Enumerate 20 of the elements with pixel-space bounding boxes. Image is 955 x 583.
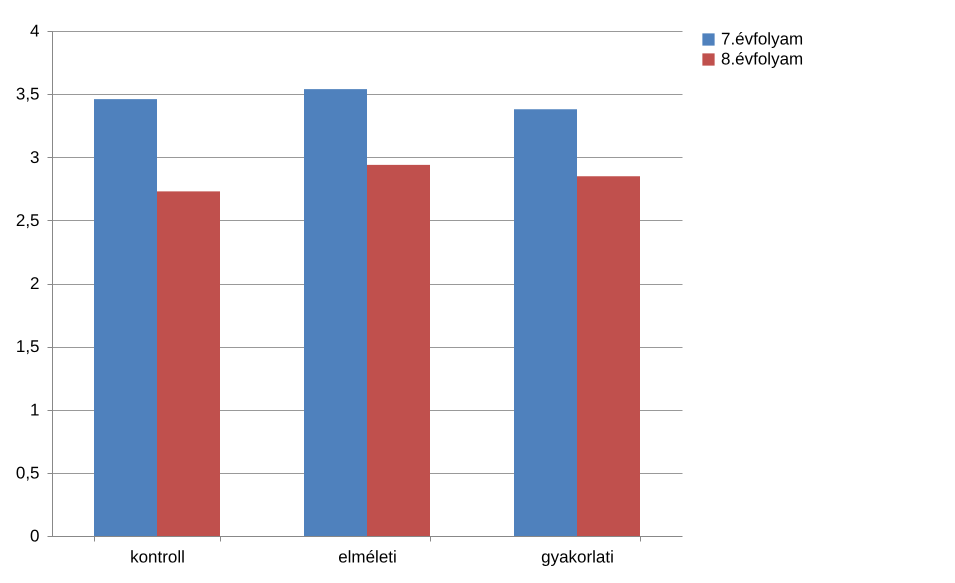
bar (304, 89, 367, 536)
y-tick-label: 2,5 (16, 210, 40, 230)
y-tick-label: 0 (30, 526, 40, 546)
y-tick-label: 3 (30, 148, 40, 167)
legend-label: 7.évfolyam (721, 30, 804, 48)
legend-label: 8.évfolyam (721, 50, 804, 68)
y-tick-label: 1,5 (16, 337, 40, 356)
bar (367, 164, 430, 536)
y-tick-label: 2 (30, 274, 40, 293)
bar (157, 191, 220, 536)
y-tick-label: 4 (30, 22, 40, 40)
bar (94, 99, 157, 536)
y-tick-label: 1 (30, 400, 40, 420)
x-tick-label: elméleti (338, 548, 397, 566)
x-tick-label: kontroll (130, 548, 185, 566)
y-tick-label: 3,5 (16, 84, 40, 104)
x-tick-label: gyakorlati (541, 548, 614, 566)
y-tick-label: 0,5 (16, 463, 40, 482)
bar (577, 176, 640, 536)
bar (514, 109, 577, 536)
